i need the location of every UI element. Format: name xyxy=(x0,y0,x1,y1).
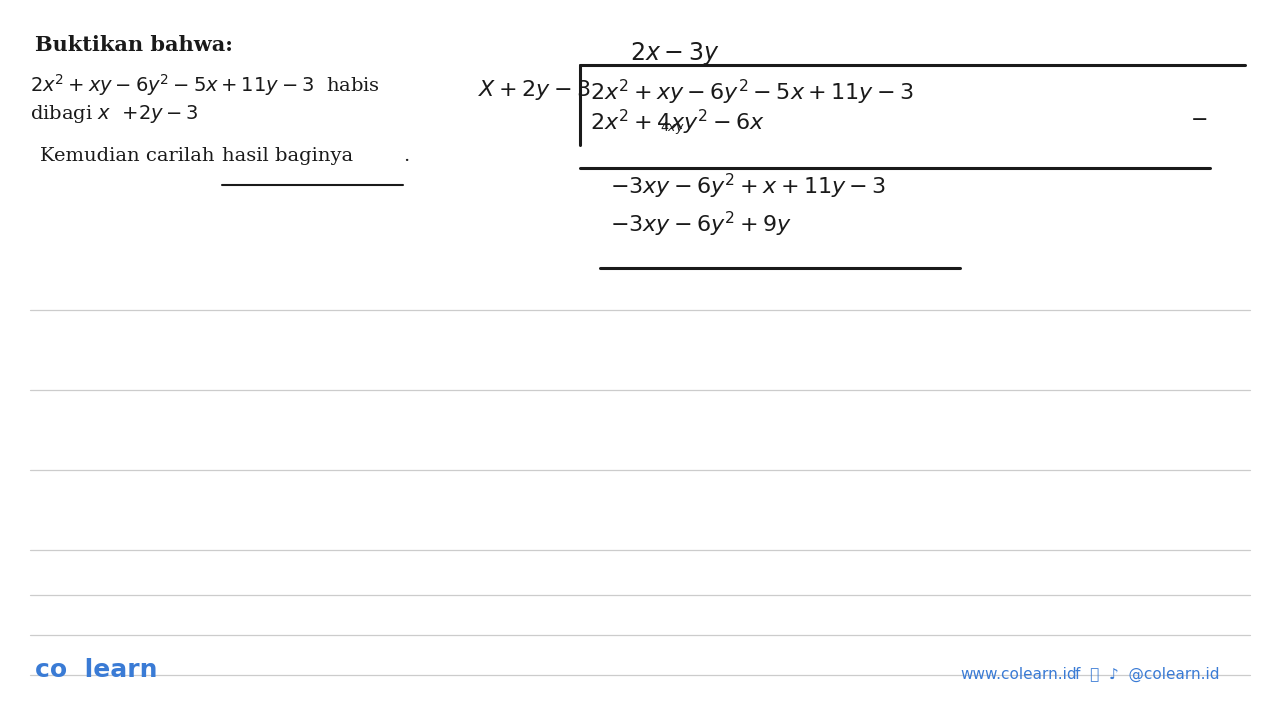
Text: $2x^2 + xy -6y^2 -5x  +11y-3$: $2x^2 + xy -6y^2 -5x +11y-3$ xyxy=(590,78,914,107)
Text: co  learn: co learn xyxy=(35,658,157,682)
Text: .: . xyxy=(403,147,410,165)
Text: $-3xy - 6y^2 +9y$: $-3xy - 6y^2 +9y$ xyxy=(611,210,792,239)
Text: Kemudian carilah: Kemudian carilah xyxy=(40,147,220,165)
Text: $-$: $-$ xyxy=(1190,108,1207,128)
Text: $2x^2  +4xy^2 -6x$: $2x^2 +4xy^2 -6x$ xyxy=(590,108,765,138)
Text: $X+2y-3$: $X+2y-3$ xyxy=(477,78,590,102)
Text: $-3xy -6y^2 +x +11y -3$: $-3xy -6y^2 +x +11y -3$ xyxy=(611,172,886,201)
Text: www.colearn.id: www.colearn.id xyxy=(960,667,1076,682)
Text: $2x^2 + xy - 6y^2 - 5x + 11y - 3$  habis: $2x^2 + xy - 6y^2 - 5x + 11y - 3$ habis xyxy=(29,72,380,98)
Text: hasil baginya: hasil baginya xyxy=(221,147,353,165)
Text: f  ⓘ  ♪  @colearn.id: f ⓘ ♪ @colearn.id xyxy=(1075,667,1220,682)
Text: $4xy$: $4xy$ xyxy=(660,120,685,136)
Text: dibagi $x$  $+ 2y - 3$: dibagi $x$ $+ 2y - 3$ xyxy=(29,103,198,125)
Text: $2x -3y$: $2x -3y$ xyxy=(630,40,719,67)
Text: Buktikan bahwa:: Buktikan bahwa: xyxy=(35,35,233,55)
